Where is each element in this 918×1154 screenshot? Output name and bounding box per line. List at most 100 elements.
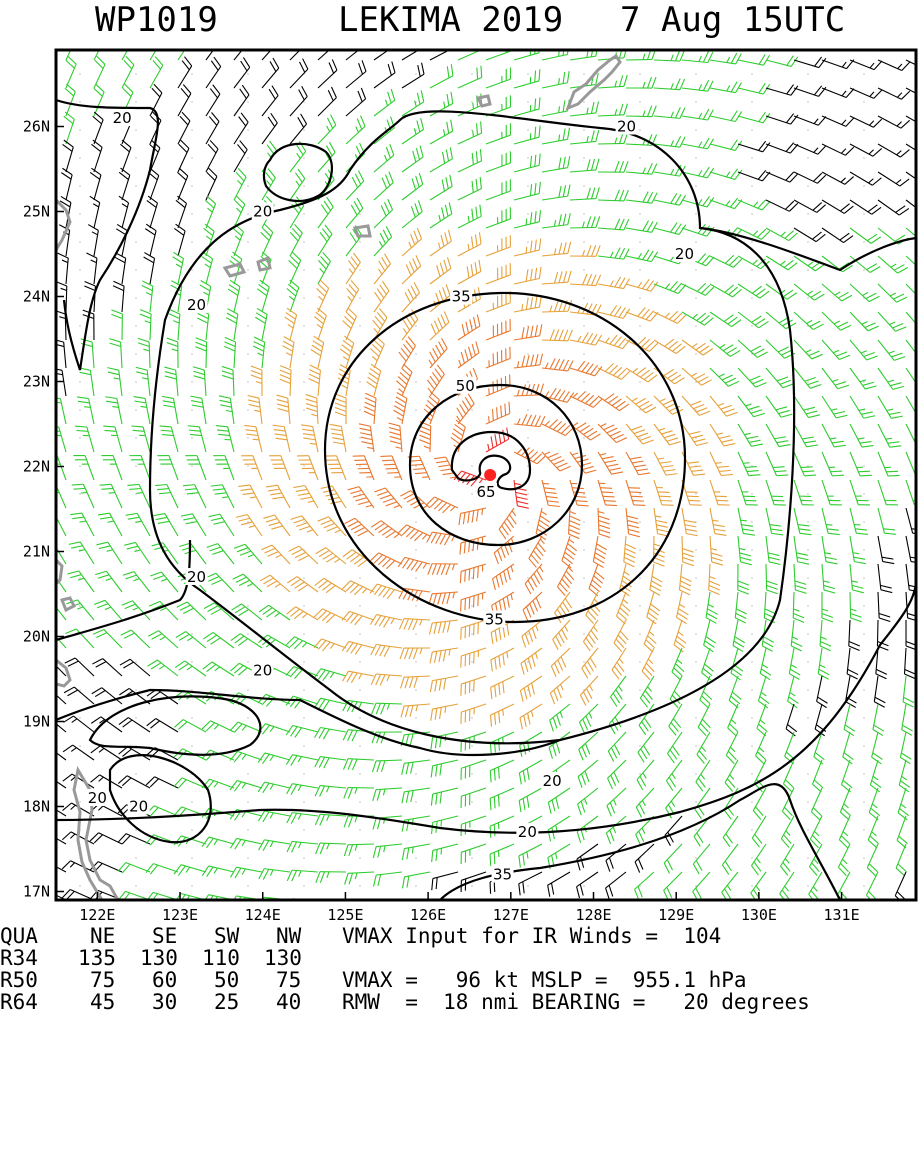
wind-barb (635, 872, 654, 900)
wind-barb (562, 536, 577, 568)
wind-barb (282, 337, 294, 368)
wind-barb (290, 86, 307, 116)
wind-barb (146, 806, 178, 816)
wind-barb (179, 543, 206, 564)
wind-barb (598, 480, 617, 506)
wind-barb (598, 394, 629, 411)
wind-barb (514, 414, 545, 426)
wind-barb (598, 424, 627, 443)
wind-barb (273, 425, 290, 452)
wind-barb (150, 56, 163, 88)
wind-barb (822, 312, 851, 330)
wind-barb (654, 339, 685, 353)
wind-barb (346, 33, 366, 60)
wind-barb (486, 319, 510, 340)
wind-barb (738, 284, 769, 298)
wind-barb (90, 196, 100, 228)
wind-barb (822, 396, 847, 418)
r34-label: R34 (0, 948, 38, 968)
wind-barb (519, 872, 542, 895)
wind-barb (614, 620, 628, 652)
wind-barb (120, 659, 150, 676)
wind-barb (238, 485, 262, 508)
wind-barb (682, 52, 713, 63)
lat-tick-label: 22N (23, 458, 50, 476)
wind-barb (260, 575, 290, 592)
wind-barb (850, 368, 876, 389)
wind-barb (850, 200, 881, 214)
wind-barb (374, 254, 391, 284)
wind-barb (570, 159, 599, 172)
wind-barb (738, 368, 766, 387)
wind-barb (234, 168, 246, 200)
wind-barb (710, 312, 741, 327)
wind-barb (548, 788, 570, 814)
wind-barb (822, 480, 842, 505)
wind-barb (222, 366, 234, 396)
wind-barb (710, 480, 730, 505)
wind-barb (330, 424, 346, 452)
wind-barb (570, 130, 599, 144)
wind-barb (96, 542, 122, 564)
rmw-bearing-line: RMW = 18 nmi BEARING = 20 degrees (342, 992, 810, 1012)
wind-barb (850, 480, 870, 505)
wind-barb (822, 284, 852, 301)
lon-tick-label: 122E (79, 906, 115, 924)
wind-barb (710, 396, 737, 416)
wind-barb (297, 456, 318, 480)
wind-barb (553, 620, 570, 650)
wind-barb (794, 452, 816, 476)
r64-nw: 40 (276, 992, 301, 1012)
wind-barb (738, 536, 752, 565)
wind-barb (109, 339, 122, 368)
wind-barb (682, 396, 710, 415)
wind-barb (120, 140, 130, 172)
wind-barb (813, 760, 823, 792)
wind-barb (598, 219, 629, 230)
wind-barb (523, 592, 542, 621)
wind-barb (666, 760, 682, 791)
wind-barb (822, 200, 853, 213)
wind-barb (682, 283, 714, 295)
wind-barb (259, 840, 290, 851)
contour-label: 20 (252, 203, 274, 221)
r64-se: 30 (152, 992, 177, 1012)
wind-barb (342, 641, 374, 654)
wind-barb (66, 629, 94, 648)
contour-line (56, 690, 560, 755)
wind-barb (710, 508, 726, 535)
wind-barb (426, 497, 458, 513)
wind-barb (514, 182, 540, 200)
wind-barb (373, 844, 402, 858)
wind-barb (758, 676, 769, 708)
wind-barb (66, 600, 94, 620)
wind-barb (94, 84, 104, 116)
wind-barb (402, 118, 424, 144)
wind-barb (570, 332, 602, 345)
wind-barb (90, 168, 101, 200)
wind-barb (654, 311, 686, 323)
wind-barb (608, 760, 626, 789)
wind-barb (72, 484, 94, 508)
contour-label: 20 (541, 772, 563, 790)
wind-barb (315, 727, 346, 739)
se-header: SE (152, 926, 177, 946)
wind-barb (493, 564, 514, 590)
wind-barb (598, 248, 629, 260)
wind-barb (672, 648, 684, 680)
wind-barb (609, 704, 626, 734)
contour-line (150, 111, 794, 743)
wind-barb (257, 280, 269, 312)
wind-barb (738, 141, 770, 152)
wind-barb (169, 309, 180, 340)
wind-barb (793, 592, 804, 622)
wind-barb (174, 778, 206, 788)
wind-barb (315, 814, 346, 825)
wind-barb (557, 564, 573, 596)
wind-barb (374, 199, 393, 228)
wind-barb (461, 816, 486, 836)
wind-barb (77, 397, 94, 424)
contour-label: 20 (673, 245, 695, 263)
wind-barb (486, 151, 510, 172)
wind-barb (244, 425, 262, 452)
